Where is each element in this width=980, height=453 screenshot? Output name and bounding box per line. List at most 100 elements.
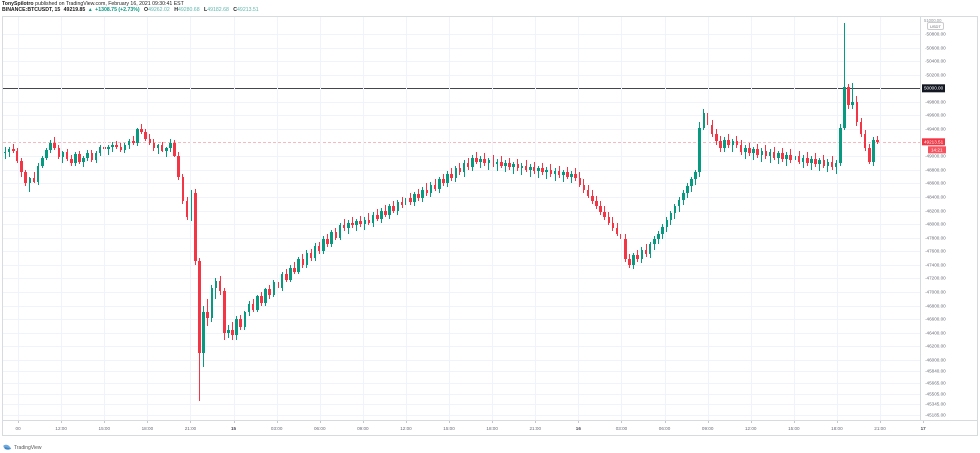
price-axis-tick: -45840.00 <box>925 368 946 374</box>
symbol-label[interactable]: BINANCE:BTCUSDT, 15 <box>2 7 61 13</box>
price-axis[interactable]: 51000.00 USDT -50800.00 -50600.00 -50400.0… <box>920 17 977 421</box>
last-price-label[interactable]: 49213.51 <box>922 138 946 146</box>
candle-body <box>231 330 234 336</box>
gridline-vertical <box>147 17 149 421</box>
candle-body <box>210 287 214 318</box>
candle-body <box>355 221 358 226</box>
candle-body <box>429 184 433 193</box>
time-axis-tick: 15:00 <box>788 426 800 431</box>
candle-wick <box>368 213 370 226</box>
price-axis-top-partial: 51000.00 <box>924 18 942 23</box>
time-axis-tick: 03:00 <box>615 426 628 431</box>
candle-body <box>537 168 540 172</box>
candle-body <box>272 282 276 295</box>
candle-body <box>32 177 36 182</box>
candle-body <box>748 148 751 154</box>
gridline-vertical <box>104 17 106 421</box>
time-axis[interactable]: 00 12:00 15:00 18:00 21:00 15 03:00 06:00 09:00 1… <box>3 420 977 435</box>
time-axis-tick: 17 <box>920 426 926 431</box>
gridline-vertical <box>190 17 192 421</box>
candle-body <box>752 149 755 154</box>
price-axis-tick: -45345.00 <box>925 401 946 407</box>
candlestick-plot-area[interactable] <box>3 17 921 421</box>
ohlc-group: O49262.02 H49280.68 L49182.68 C49213.51 <box>141 7 259 13</box>
gridline-horizontal <box>3 129 921 131</box>
resistance-line[interactable] <box>3 87 921 89</box>
tradingview-branding: TradingView <box>3 444 42 451</box>
gridline-horizontal <box>3 278 921 280</box>
ohlc-open-key: O <box>144 7 149 13</box>
candle-body <box>760 150 764 155</box>
price-axis-tick: -47000.00 <box>925 289 946 295</box>
candle-body <box>789 154 793 161</box>
candle-body <box>239 319 243 328</box>
gridline-vertical <box>750 17 752 421</box>
gridline-horizontal <box>3 404 921 406</box>
gridline-vertical <box>18 17 20 421</box>
candle-body <box>98 146 102 153</box>
time-axis-tick: 21:00 <box>874 426 886 431</box>
candle-body <box>495 161 499 165</box>
candle-body <box>843 86 846 128</box>
candle-body <box>12 149 15 151</box>
candle-body <box>330 232 334 245</box>
candle-body <box>681 192 685 200</box>
candle-body <box>500 161 503 166</box>
candle-body <box>375 214 379 219</box>
candle-wick <box>562 169 564 182</box>
time-axis-tick: 21:00 <box>529 426 542 431</box>
gridline-vertical <box>319 17 321 421</box>
time-axis-tick: 18:00 <box>831 426 843 431</box>
candle-body <box>731 141 735 146</box>
candle-body <box>260 296 263 303</box>
candle-wick <box>480 156 482 169</box>
currency-badge: USDT <box>927 22 944 30</box>
gridline-vertical <box>621 17 623 421</box>
candle-wick <box>165 146 167 157</box>
candle-wick <box>844 23 845 131</box>
price-axis-highlight-label[interactable]: 50000.00 <box>922 84 946 92</box>
candle-body <box>384 210 387 215</box>
candle-body <box>45 150 48 158</box>
candle-body <box>214 281 218 288</box>
candle-wick <box>761 148 763 162</box>
ohlc-close-key: C <box>233 7 238 13</box>
candle-body <box>131 140 135 144</box>
candle-wick <box>157 143 159 155</box>
candle-body <box>868 148 871 162</box>
candle-body <box>417 194 420 199</box>
candle-body <box>528 167 532 170</box>
candle-body <box>781 153 784 159</box>
candle-body <box>313 245 317 259</box>
chart-header: TonySpilotro published on TradingView.co… <box>0 0 980 15</box>
candle-body <box>338 225 342 238</box>
price-axis-tick: -48600.00 <box>925 180 946 186</box>
candle-body <box>582 184 586 191</box>
time-axis-tick: 06:00 <box>314 426 326 431</box>
candle-body <box>516 164 520 169</box>
candle-body <box>74 154 77 163</box>
candle-body <box>508 162 511 168</box>
candle-body <box>793 156 797 161</box>
candle-body <box>830 161 834 168</box>
candle-wick <box>753 146 755 161</box>
candle-body <box>810 158 813 163</box>
candle-wick <box>107 145 109 155</box>
candle-body <box>218 281 222 292</box>
candle-body <box>334 232 338 238</box>
candle-body <box>479 158 482 162</box>
candle-wick <box>877 135 879 144</box>
time-axis-tick: 18:00 <box>486 426 498 431</box>
candle-wick <box>351 217 353 229</box>
candle-body <box>876 139 879 142</box>
time-axis-tick: 18:00 <box>141 426 154 431</box>
candle-wick <box>786 152 788 166</box>
candle-body <box>243 312 247 328</box>
candle-body <box>69 158 73 163</box>
candle-wick <box>521 162 523 176</box>
time-axis-tickmark <box>61 421 63 423</box>
candle-body <box>322 239 325 252</box>
ohlc-open-value: 49262.02 <box>148 7 170 13</box>
candle-body <box>82 157 85 162</box>
time-axis-tickmark <box>880 421 882 423</box>
